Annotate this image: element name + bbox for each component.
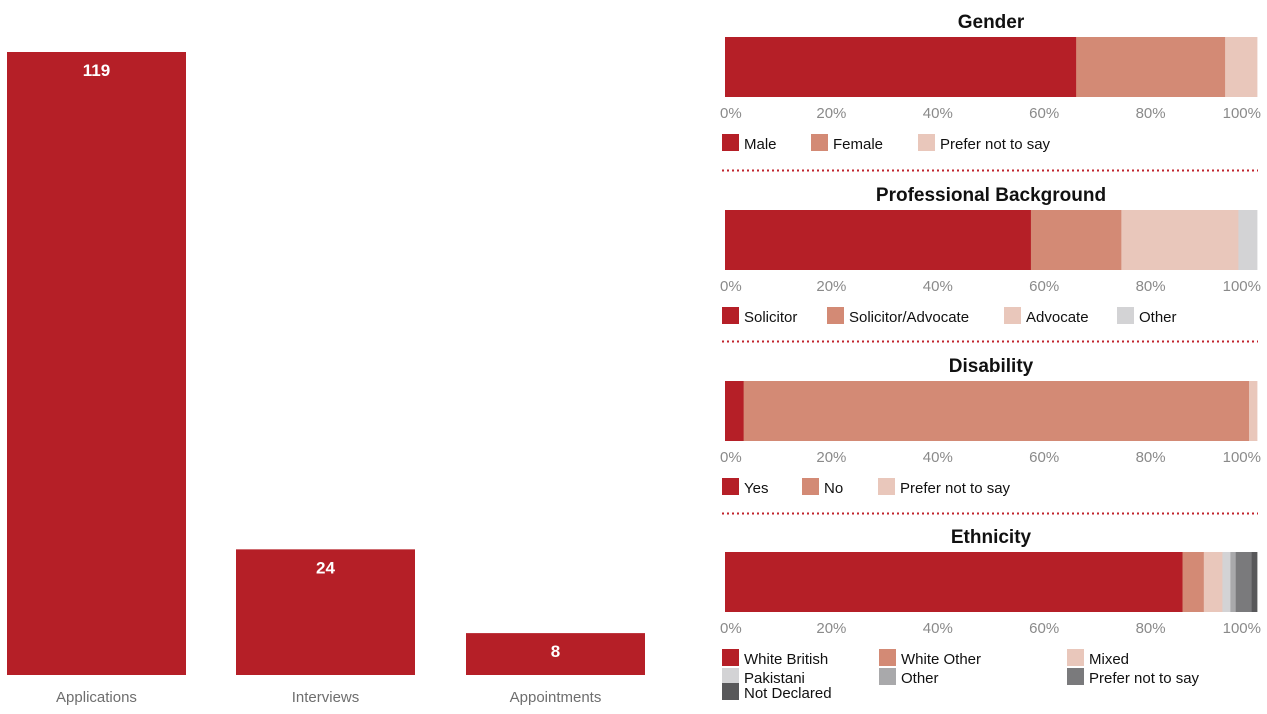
tick-label: 60% [1029, 620, 1059, 637]
legend-label-mixed: Mixed [1089, 651, 1129, 668]
segment-other [1238, 210, 1258, 270]
segment-prefer-not-to-say [1225, 37, 1258, 97]
legend-label-other: Other [1139, 309, 1177, 326]
ethnicity-panel: Ethnicity 0% 20% 40% 60% 80% 100% White British… [716, 523, 1267, 708]
legend-label-other: Other [901, 670, 939, 687]
tick-label: 100% [1223, 449, 1261, 466]
legend-swatch-pakistani [722, 668, 739, 685]
tick-label: 20% [816, 449, 846, 466]
disability-chart: Disability 0% 20% 40% 60% 80% 100% Yes No Prefer … [720, 356, 1261, 497]
bar-value-label: 8 [551, 642, 560, 661]
category-label: Applications [56, 689, 137, 706]
legend-label-male: Male [744, 136, 777, 153]
legend-swatch-female [811, 134, 828, 151]
bar-applications [7, 52, 186, 675]
legend-label-not-declared: Not Declared [744, 685, 832, 702]
bar-appointments [466, 633, 645, 675]
legend-label-prefer-not-to-say: Prefer not to say [1089, 670, 1200, 687]
tick-label: 40% [923, 620, 953, 637]
tick-label: 100% [1223, 105, 1261, 122]
tick-label: 80% [1136, 620, 1166, 637]
legend-swatch-prefer-not-to-say [918, 134, 935, 151]
professional-background-panel: Professional Background 0% 20% 40% 60% 80% 100… [716, 181, 1267, 334]
legend-swatch-white-british [722, 649, 739, 666]
tick-label: 60% [1029, 278, 1059, 295]
tick-label: 0% [720, 620, 742, 637]
tick-label: 20% [816, 278, 846, 295]
tick-label: 40% [923, 105, 953, 122]
segment-not-declared [1251, 552, 1258, 612]
tick-label: 60% [1029, 105, 1059, 122]
segment-female [1076, 37, 1226, 97]
segment-pakistani [1222, 552, 1231, 612]
legend-swatch-prefer-not-to-say [1067, 668, 1084, 685]
tick-label: 100% [1223, 278, 1261, 295]
tick-label: 100% [1223, 620, 1261, 637]
gender-panel: Gender 0% 20% 40% 60% 80% 100% Male Female Prefer… [716, 8, 1267, 161]
legend-swatch-yes [722, 478, 739, 495]
segment-solicitor [725, 210, 1032, 270]
panel-title: Disability [949, 356, 1034, 377]
segment-white-british [725, 552, 1183, 612]
tick-label: 0% [720, 449, 742, 466]
segment-no [743, 381, 1250, 441]
legend-swatch-not-declared [722, 683, 739, 700]
legend-label-white-other: White Other [901, 651, 981, 668]
legend-label-pakistani: Pakistani [744, 670, 805, 687]
legend-swatch-prefer-not-to-say [878, 478, 895, 495]
legend-swatch-solicitor-advocate [827, 307, 844, 324]
legend-label-female: Female [833, 136, 883, 153]
segment-yes [725, 381, 745, 441]
segment-other [1230, 552, 1237, 612]
tick-label: 0% [720, 105, 742, 122]
legend-swatch-other [1117, 307, 1134, 324]
panel-title: Gender [958, 12, 1025, 33]
legend-swatch-white-other [879, 649, 896, 666]
tick-label: 20% [816, 620, 846, 637]
tick-label: 80% [1136, 105, 1166, 122]
category-label: Appointments [510, 689, 602, 706]
tick-label: 20% [816, 105, 846, 122]
tick-label: 40% [923, 278, 953, 295]
legend-label-advocate: Advocate [1026, 309, 1089, 326]
tick-label: 80% [1136, 449, 1166, 466]
legend-label-solicitor: Solicitor [744, 309, 797, 326]
segment-mixed [1203, 552, 1223, 612]
legend-label-prefer-not-to-say: Prefer not to say [940, 136, 1051, 153]
legend-label-prefer-not-to-say: Prefer not to say [900, 480, 1011, 497]
panel-title: Professional Background [876, 185, 1106, 206]
panel-title: Ethnicity [951, 527, 1032, 548]
professional-background-chart: Professional Background 0% 20% 40% 60% 80% 100… [720, 185, 1261, 326]
legend-swatch-other [879, 668, 896, 685]
category-label: Interviews [292, 689, 360, 706]
legend-swatch-advocate [1004, 307, 1021, 324]
bar-interviews [236, 549, 415, 675]
ethnicity-chart: Ethnicity 0% 20% 40% 60% 80% 100% White British… [720, 527, 1261, 702]
legend-swatch-solicitor [722, 307, 739, 324]
tick-label: 80% [1136, 278, 1166, 295]
tick-label: 0% [720, 278, 742, 295]
segment-white-other [1182, 552, 1205, 612]
bar-value-label: 119 [83, 61, 110, 80]
segment-male [725, 37, 1077, 97]
disability-panel: Disability 0% 20% 40% 60% 80% 100% Yes No Prefer … [716, 352, 1267, 505]
segment-solicitor-advocate [1030, 210, 1122, 270]
tick-label: 40% [923, 449, 953, 466]
legend-label-solicitor-advocate: Solicitor/Advocate [849, 309, 969, 326]
gender-chart: Gender 0% 20% 40% 60% 80% 100% Male Female Prefer… [720, 12, 1261, 153]
legend-swatch-male [722, 134, 739, 151]
legend-swatch-mixed [1067, 649, 1084, 666]
bar-value-label: 24 [316, 558, 335, 577]
segment-advocate [1121, 210, 1239, 270]
segment-prefer-not-to-say [1249, 381, 1258, 441]
applications-bar-chart: 119 Applications 24 Interviews 8 Appointments [7, 52, 645, 706]
legend-label-no: No [824, 480, 843, 497]
legend-label-white-british: White British [744, 651, 828, 668]
tick-label: 60% [1029, 449, 1059, 466]
legend-label-yes: Yes [744, 480, 768, 497]
segment-prefer-not-to-say [1235, 552, 1253, 612]
legend-swatch-no [802, 478, 819, 495]
